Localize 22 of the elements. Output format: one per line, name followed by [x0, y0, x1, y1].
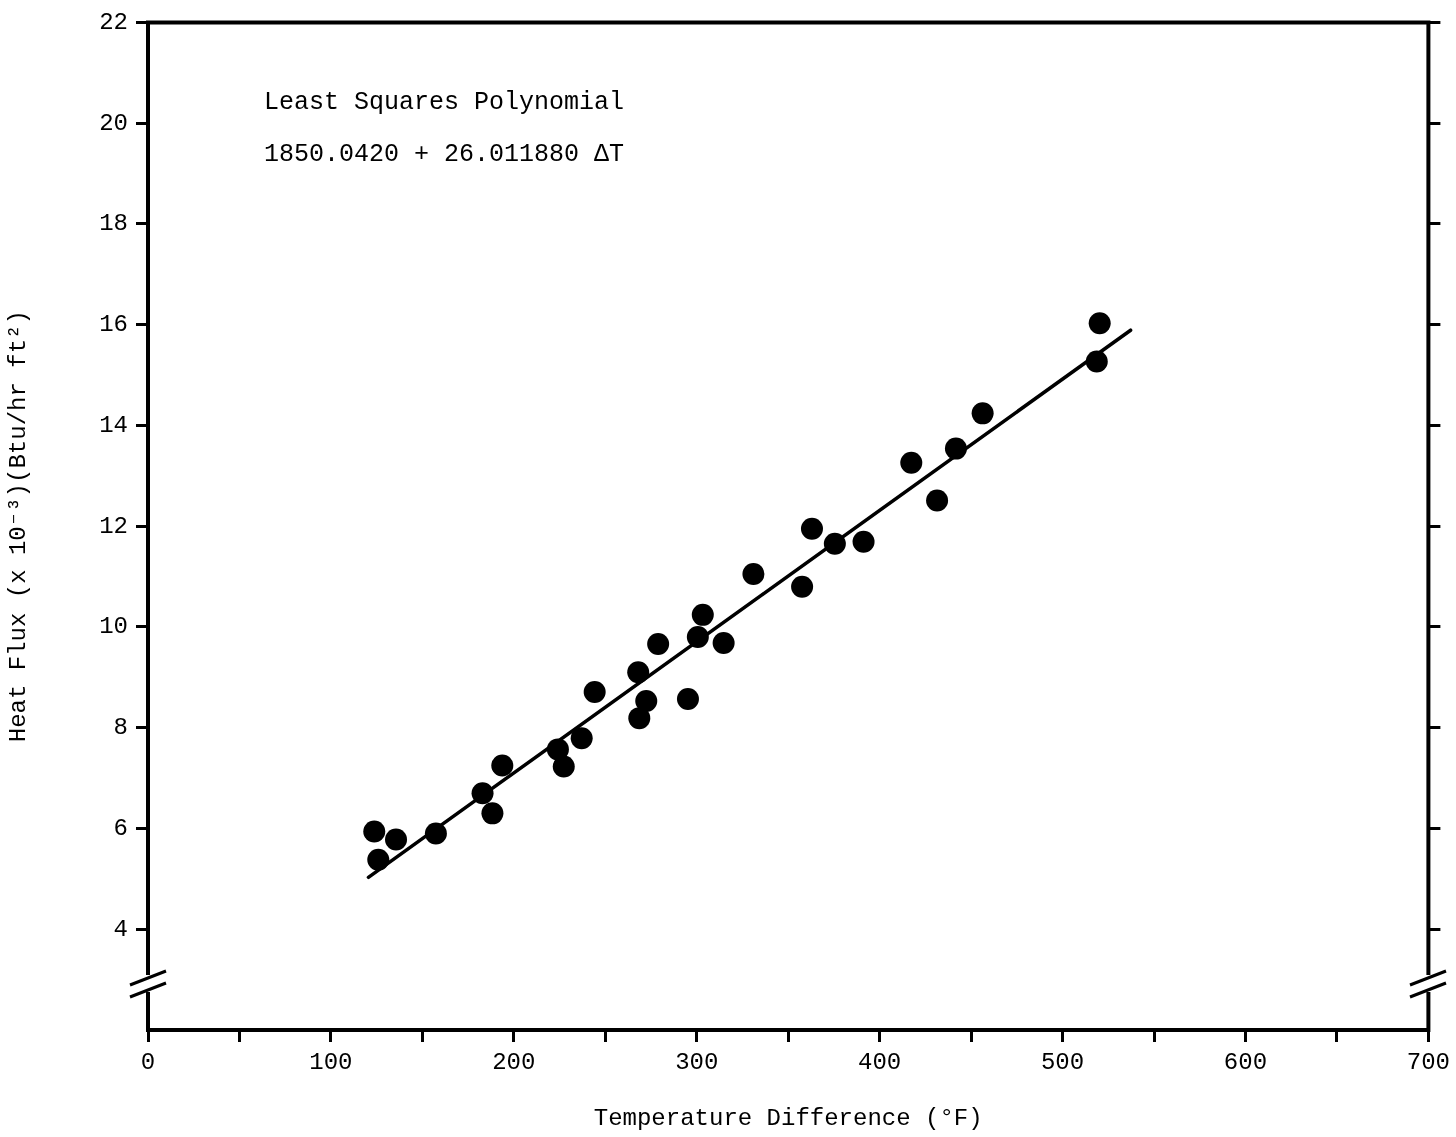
annotation: Least Squares Polynomial — [264, 88, 625, 118]
y-tick-label: 8 — [113, 714, 128, 742]
y-axis-title: Heat Flux (x 10⁻³)(Btu/hr ft²) — [4, 310, 32, 743]
x-tick-label: 200 — [492, 1048, 536, 1076]
x-tick-label: 700 — [1406, 1048, 1451, 1076]
y-tick-label: 18 — [99, 210, 128, 238]
x-tick-label: 400 — [858, 1048, 902, 1076]
x-tick-label: 600 — [1223, 1048, 1268, 1076]
x-tick-label: 100 — [309, 1048, 353, 1076]
y-tick-label: 6 — [113, 814, 128, 842]
y-tick-label: 20 — [99, 109, 128, 137]
y-tick-label: 10 — [99, 613, 128, 641]
y-tick-label: 16 — [99, 311, 128, 339]
y-tick-label: 4 — [113, 915, 128, 943]
x-tick-label: 300 — [675, 1048, 719, 1076]
x-tick-label: 0 — [140, 1048, 156, 1076]
x-tick-label: 500 — [1040, 1048, 1085, 1076]
y-tick-label: 14 — [99, 411, 128, 439]
x-axis-title: Temperature Difference (°F) — [593, 1104, 983, 1132]
annotation: 1850.0420 + 26.011880 ΔT — [264, 140, 625, 170]
y-tick-label: 22 — [99, 8, 128, 36]
y-tick-label: 12 — [99, 512, 128, 540]
